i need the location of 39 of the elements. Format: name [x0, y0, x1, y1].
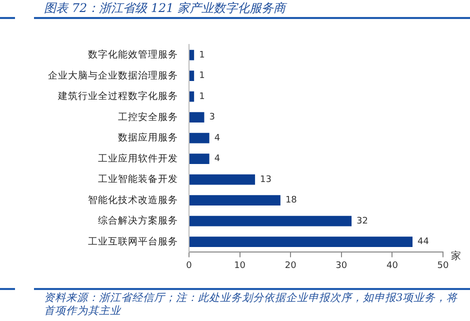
data-label: 4	[214, 154, 220, 164]
x-tick-label: 50	[437, 260, 449, 271]
bar	[190, 112, 204, 123]
bar	[190, 50, 194, 60]
y-tick-label: 工业应用软件开发	[98, 152, 178, 164]
data-label: 1	[199, 71, 205, 82]
bar	[190, 216, 352, 226]
x-tick-label: 10	[234, 260, 246, 271]
bar	[190, 70, 194, 82]
y-tick-label: 综合解决方案服务	[98, 214, 178, 227]
y-tick-label: 建筑行业全过程数字化服务	[57, 90, 178, 102]
y-tick-label: 企业大脑与企业数据治理服务	[48, 69, 178, 82]
data-label: 3	[209, 112, 215, 123]
bar	[190, 195, 280, 206]
data-label: 18	[285, 196, 298, 206]
data-label: 1	[199, 50, 205, 60]
bar	[190, 236, 413, 248]
x-tick-label: 30	[336, 260, 348, 271]
y-tick-label: 工控安全服务	[118, 110, 178, 123]
data-label: 13	[260, 174, 272, 185]
data-label: 1	[199, 92, 205, 102]
bar	[190, 154, 210, 164]
bar	[190, 174, 256, 185]
bar	[190, 91, 194, 102]
y-tick-label: 工业智能装备开发	[98, 173, 178, 186]
data-label: 32	[356, 216, 368, 226]
data-label: 44	[418, 237, 430, 248]
y-tick-label: 工业互联网平台服务	[88, 235, 178, 248]
x-tick-label: 0	[186, 260, 192, 271]
bar	[190, 132, 210, 144]
text: 资料来源：浙江省经信厅；注：此处业务划分依据企业申报次序，如申报3项业务，将首项作为其主业	[44, 292, 459, 318]
chart-title: 图表 72：浙江省级 121 家产业数字化服务商	[44, 0, 286, 17]
y-tick-label: 数字化能效管理服务	[88, 48, 178, 61]
y-tick-label: 数据应用服务	[118, 132, 178, 144]
x-axis-title: 家	[451, 250, 461, 262]
data-label: 4	[214, 133, 220, 144]
y-tick-label: 智能化技术改造服务	[88, 194, 178, 206]
x-tick-label: 20	[284, 260, 297, 271]
x-tick-label: 40	[386, 260, 398, 271]
